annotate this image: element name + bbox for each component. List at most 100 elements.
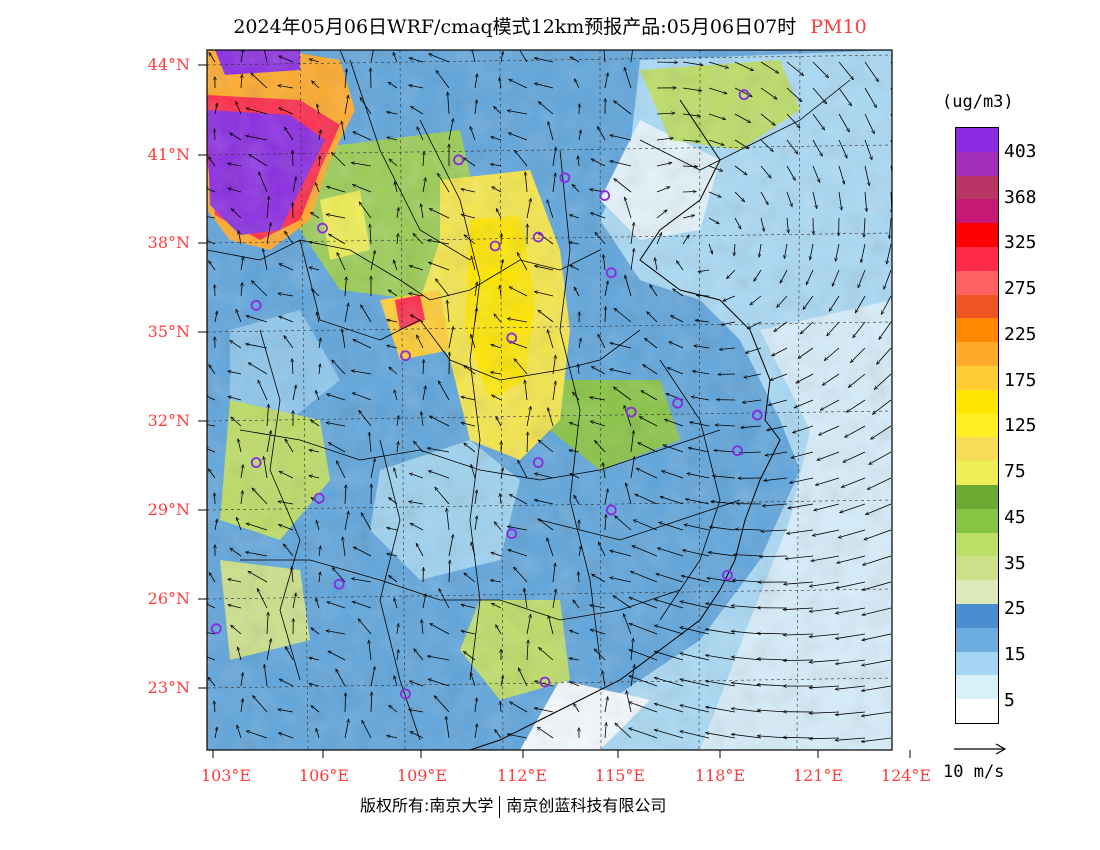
wind-vector [474, 516, 477, 531]
wind-vector [626, 691, 632, 713]
wind-vector [517, 668, 528, 687]
wind-vector [397, 233, 398, 245]
wind-vector [252, 488, 268, 505]
wind-vector [397, 441, 398, 453]
wind-vector [427, 448, 450, 453]
wind-vector [656, 187, 670, 193]
wind-vector [474, 282, 477, 297]
wind-vector [231, 209, 242, 219]
wind-vector [527, 640, 528, 661]
wind-vector [475, 698, 477, 713]
wind-vector [361, 305, 372, 323]
wind-vector [682, 166, 698, 167]
wind-vector [309, 59, 320, 63]
wind-vector [757, 736, 788, 739]
wind-vector [862, 659, 892, 666]
wind-vector [208, 469, 216, 479]
wind-vector [326, 631, 346, 635]
wind-vector [594, 649, 606, 661]
wind-vector [292, 567, 293, 583]
wind-vector [552, 173, 556, 193]
wind-vector [345, 693, 346, 713]
wind-vector [708, 217, 719, 225]
wind-vector [209, 365, 216, 375]
wind-vector [448, 92, 449, 115]
wind-vector [395, 182, 398, 193]
wind-vector [656, 210, 667, 219]
wind-vector [731, 606, 762, 609]
wind-vector [327, 394, 346, 401]
wind-vector [421, 204, 424, 219]
wind-vector [835, 685, 866, 689]
wind-vector [573, 392, 580, 401]
wind-vector [207, 603, 216, 609]
wind-vector [742, 399, 762, 403]
map-title: 2024年05月06日WRF/cmaq模式12km预报产品:05月06日07时 P… [0, 12, 1100, 39]
wind-vector [626, 483, 632, 505]
wind-vector [656, 138, 673, 141]
wind-vector [422, 178, 426, 193]
wind-vector [812, 139, 823, 156]
wind-vector [838, 191, 842, 210]
wind-vector [370, 224, 371, 245]
wind-vector [625, 197, 632, 219]
wind-vector [761, 530, 788, 531]
wind-vectors [207, 50, 892, 741]
wind-vector [461, 214, 476, 219]
legend-swatch [956, 175, 998, 200]
wind-vector [803, 295, 814, 310]
wind-vector [835, 737, 866, 740]
wind-vector [862, 633, 892, 640]
lon-label: 106°E [298, 766, 350, 785]
wind-vector [836, 581, 866, 588]
wind-vector [251, 281, 268, 297]
wind-vector [835, 711, 866, 715]
wind-vector [311, 628, 320, 635]
wind-vector [705, 655, 736, 661]
wind-vector [605, 722, 606, 739]
wind-vector [887, 243, 892, 264]
wind-vector [464, 365, 476, 375]
legend-label: 275 [1004, 278, 1037, 299]
wind-vector [644, 338, 658, 349]
wind-vector [884, 269, 892, 289]
wind-vector [285, 439, 294, 453]
wind-vector [864, 61, 879, 82]
wind-vector [474, 490, 477, 505]
wind-vector [695, 320, 710, 322]
wind-vector [861, 685, 892, 691]
wind-vector [805, 269, 814, 285]
wind-vector [231, 625, 242, 635]
wind-vector [494, 106, 502, 115]
wind-vector [423, 151, 424, 167]
wind-vector [708, 113, 726, 120]
wind-vector [327, 602, 346, 609]
station-marker [732, 445, 743, 457]
wind-vector [858, 269, 866, 288]
wind-vector [708, 243, 713, 254]
wind-vector [744, 373, 762, 378]
wind-vector [602, 671, 606, 687]
wind-vector [336, 252, 346, 271]
wind-vector [680, 601, 710, 609]
wind-vector [862, 555, 892, 565]
wind-vector [388, 82, 398, 89]
wind-vector [214, 311, 217, 323]
wind-vector [344, 303, 349, 323]
wind-vector [574, 495, 580, 505]
wind-vector [547, 330, 554, 349]
wind-vector [342, 329, 346, 349]
wind-vector [389, 575, 398, 583]
wind-vector [654, 730, 684, 739]
wind-vector [705, 681, 736, 687]
wind-vector [871, 425, 892, 439]
legend-label: 125 [1004, 415, 1037, 436]
wind-vector [319, 572, 320, 583]
wind-vector [656, 233, 662, 245]
wind-vector [279, 55, 294, 63]
wind-vector [809, 633, 840, 637]
wind-vector [578, 156, 579, 167]
station-marker [539, 676, 551, 688]
wind-vector [848, 373, 866, 387]
